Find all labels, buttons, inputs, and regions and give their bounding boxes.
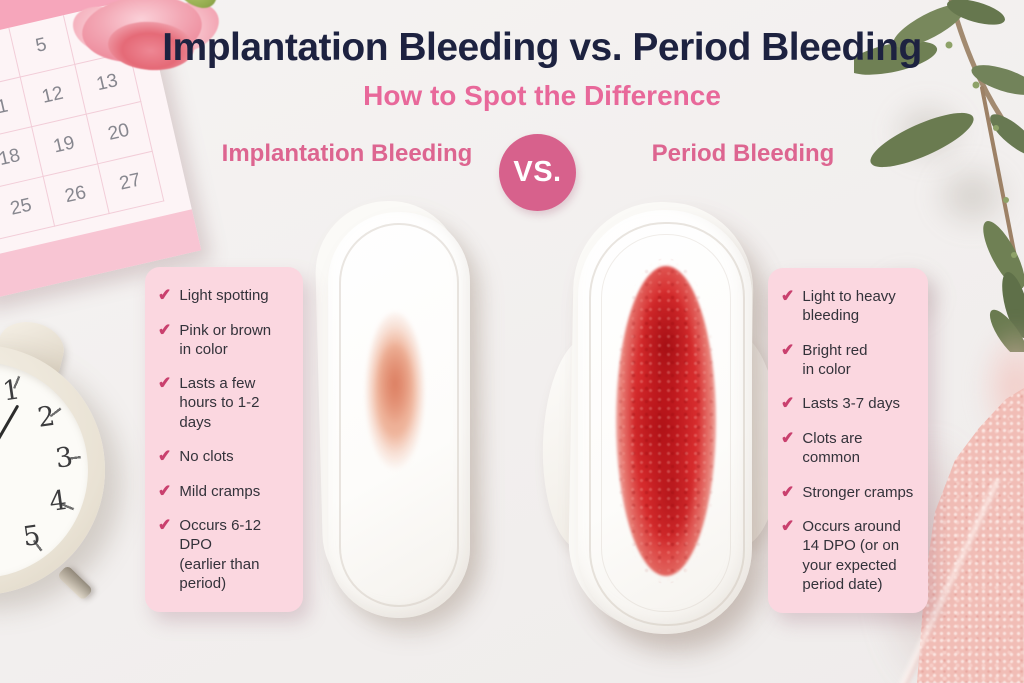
list-item: ✔ Clots are common (780, 429, 920, 467)
period-blood-stain (616, 266, 716, 576)
list-item-text: Mild cramps (179, 482, 261, 500)
list-item: ✔ No clots (157, 447, 295, 466)
list-item-text: Stronger cramps (802, 483, 914, 501)
implantation-facts-card: ✔ Light spotting ✔ Pink or brown in colo… (145, 267, 303, 612)
list-item: ✔ Light spotting (157, 286, 295, 305)
check-icon: ✔ (780, 341, 795, 360)
pad-stitch-outline-inner (601, 234, 731, 612)
list-item: ✔ Pink or brown in color (157, 321, 295, 359)
list-item: ✔ Lasts 3-7 days (780, 394, 920, 413)
vs-badge: VS. (499, 134, 576, 211)
list-item: ✔ Lasts a few hours to 1-2 days (157, 374, 295, 432)
alarm-clock-icon: 1 2 3 4 5 6 (0, 315, 122, 612)
check-icon: ✔ (780, 429, 795, 448)
list-item: ✔ Occurs 6-12 DPO (earlier than period) (157, 516, 295, 593)
check-icon: ✔ (157, 447, 172, 466)
list-item: ✔ Stronger cramps (780, 483, 920, 502)
list-item: ✔ Light to heavy bleeding (780, 287, 920, 325)
list-item: ✔ Mild cramps (157, 482, 295, 501)
calendar-cell: 27 (97, 151, 165, 215)
clock-foot (56, 564, 94, 601)
check-icon: ✔ (157, 374, 172, 393)
list-item-text: Occurs 6-12 DPO (earlier than period) (179, 517, 262, 592)
period-pad-image (539, 200, 784, 634)
list-item-text: Light to heavy bleeding (802, 288, 896, 325)
page-subtitle: How to Spot the Difference (363, 80, 721, 111)
check-icon: ✔ (780, 287, 795, 306)
check-icon: ✔ (780, 517, 795, 536)
implantation-pad-image (313, 199, 471, 618)
list-item-text: Lasts a few hours to 1-2 days (179, 375, 260, 431)
period-column-header: Period Bleeding (651, 140, 835, 167)
list-item: ✔ Bright red in color (780, 341, 920, 379)
list-item-text: No clots (179, 448, 234, 466)
list-item-text: Lasts 3-7 days (802, 395, 900, 413)
check-icon: ✔ (780, 483, 795, 502)
list-item-text: Bright red in color (802, 341, 868, 378)
check-icon: ✔ (780, 394, 795, 413)
period-facts-card: ✔ Light to heavy bleeding ✔ Bright red i… (768, 268, 928, 613)
implantation-spotting-stain (366, 312, 424, 474)
check-icon: ✔ (157, 516, 172, 535)
list-item-text: Pink or brown in color (179, 321, 272, 358)
list-item: ✔ Occurs around 14 DPO (or on your expec… (780, 517, 920, 594)
list-item-text: Occurs around 14 DPO (or on your expecte… (802, 518, 901, 593)
check-icon: ✔ (157, 482, 172, 501)
check-icon: ✔ (157, 321, 172, 339)
page-title: Implantation Bleeding vs. Period Bleedin… (162, 26, 922, 69)
eucalyptus-branch-icon (854, 0, 1024, 352)
implantation-column-header: Implantation Bleeding (221, 140, 473, 167)
check-icon: ✔ (157, 286, 172, 305)
pad-stitch-outline (589, 222, 745, 626)
list-item-text: Clots are common (802, 429, 863, 467)
list-item-text: Light spotting (179, 287, 269, 304)
pad-stitch-outline (339, 223, 459, 607)
period-blood-texture (609, 258, 723, 584)
